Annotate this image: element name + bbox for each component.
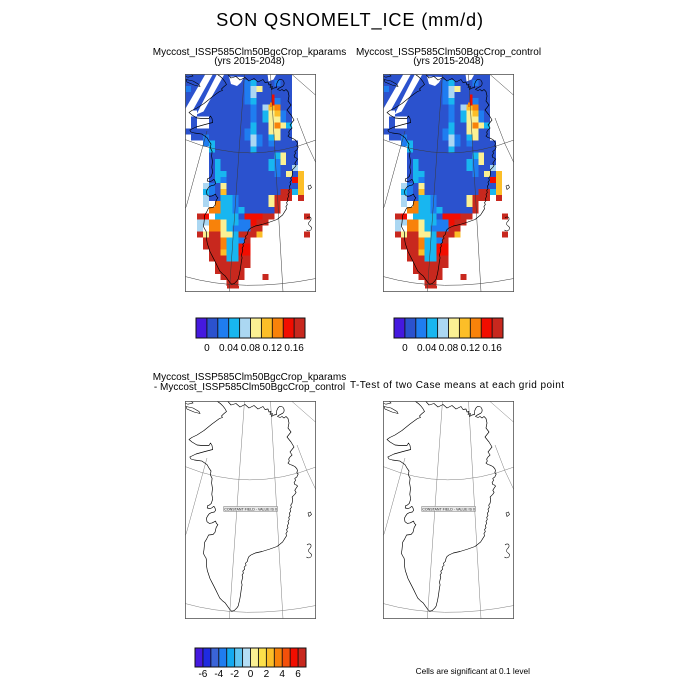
svg-text:CONSTANT FIELD - VALUE IS 0: CONSTANT FIELD - VALUE IS 0 [422,507,475,511]
svg-text:CONSTANT FIELD - VALUE IS 0: CONSTANT FIELD - VALUE IS 0 [224,507,277,511]
